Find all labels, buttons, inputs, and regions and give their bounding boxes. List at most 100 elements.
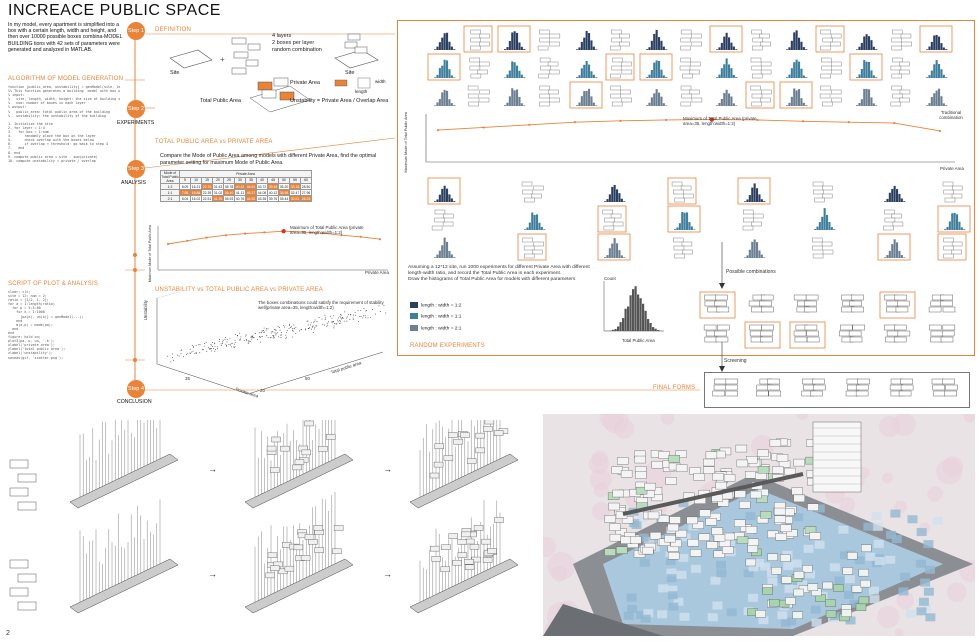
scatter-point <box>274 332 276 334</box>
scatter-point <box>222 342 224 344</box>
box-unit <box>804 300 817 307</box>
histogram-bar <box>798 89 801 106</box>
data-point <box>619 119 622 122</box>
histogram-bar <box>926 105 929 106</box>
box-unit <box>810 390 823 397</box>
scatter-point <box>247 340 249 342</box>
scatter-point <box>332 321 334 322</box>
base-slab <box>244 558 354 614</box>
width-label: width <box>375 79 386 84</box>
building-box <box>715 481 727 490</box>
histogram-bar <box>448 41 451 50</box>
histogram-bar <box>753 183 756 202</box>
box-unit <box>944 197 956 203</box>
scatter-tick-a: 35 <box>185 376 190 381</box>
building-box <box>757 449 769 457</box>
building-box <box>755 472 767 480</box>
building-box <box>781 576 792 584</box>
box-unit <box>610 85 621 91</box>
box-unit <box>470 29 482 35</box>
scatter-point <box>339 320 341 321</box>
building-box <box>651 460 663 469</box>
building-box <box>739 501 751 509</box>
histogram-bar <box>448 99 451 106</box>
plaza-tile <box>678 553 689 562</box>
histogram-bar <box>746 255 749 258</box>
histogram-bar <box>613 238 616 258</box>
scatter-point <box>329 315 331 317</box>
scatter-point <box>194 353 196 354</box>
histogram-bar <box>956 214 959 230</box>
scatter-point <box>364 315 366 317</box>
plaza-tile <box>679 612 690 621</box>
box-unit <box>682 249 693 255</box>
blossom-tree <box>543 536 557 557</box>
box-unit <box>821 57 832 63</box>
building-box <box>807 503 819 511</box>
box-unit <box>619 41 630 47</box>
box-unit <box>537 45 549 51</box>
scatter-point <box>177 354 179 356</box>
scatter-point <box>277 332 278 334</box>
histogram-bar <box>933 35 936 50</box>
histogram-bar <box>611 186 614 202</box>
box-unit <box>467 93 479 99</box>
histogram-bar <box>730 68 733 78</box>
box-unit <box>464 559 474 565</box>
massing-model <box>244 420 354 509</box>
box-unit <box>619 33 630 39</box>
scatter-point <box>263 327 265 329</box>
histogram-bar <box>436 254 439 258</box>
combination-frame <box>744 321 781 349</box>
box-unit <box>680 185 692 191</box>
histogram-bar <box>434 201 437 202</box>
histogram-bar <box>441 245 444 258</box>
box-unit <box>812 237 823 243</box>
histogram-bar <box>753 239 756 258</box>
histogram-bar <box>758 194 761 202</box>
histogram-bar <box>723 93 726 106</box>
plaza-tile <box>748 563 759 572</box>
histogram-bar <box>856 105 859 106</box>
histogram-bar <box>951 213 954 230</box>
step-2-label: EXPERIMENTS <box>117 120 155 126</box>
scatter-point <box>204 345 206 347</box>
histogram-bar <box>588 88 591 106</box>
box-unit <box>943 237 954 243</box>
scatter-point <box>261 330 263 332</box>
scatter-point <box>306 320 308 322</box>
histogram-bar <box>637 294 640 331</box>
compare-text: Compare the Mode of Public Area among mo… <box>160 153 377 166</box>
scatter-point <box>307 327 309 329</box>
histogram-bar <box>688 222 691 230</box>
box-unit <box>266 445 277 452</box>
histogram-bar <box>678 223 681 230</box>
box-unit <box>469 65 481 71</box>
histogram-bar <box>690 226 693 230</box>
box-unit <box>943 245 954 251</box>
histogram-bar <box>644 310 647 331</box>
combination-frame <box>605 53 635 81</box>
building-box <box>712 472 724 481</box>
box-unit <box>831 97 842 103</box>
box-unit <box>270 467 280 473</box>
histogram-bar <box>903 201 906 202</box>
histogram-bar <box>524 229 527 230</box>
plaza-tile <box>667 591 678 600</box>
box-unit <box>761 324 774 331</box>
scatter-point <box>343 320 345 322</box>
histogram-bar <box>940 43 943 50</box>
histogram-bar <box>681 212 684 230</box>
box-unit <box>725 378 739 385</box>
building-box <box>780 554 791 562</box>
scatter-point <box>199 352 201 354</box>
histogram-bar <box>518 96 521 106</box>
histogram-bar <box>763 257 766 258</box>
box-unit <box>604 217 615 223</box>
plaza-tile <box>829 563 840 572</box>
data-point <box>205 236 208 239</box>
plaza-tile <box>863 522 874 531</box>
scatter-point <box>295 326 297 328</box>
box-unit <box>748 300 762 307</box>
plaza-tile <box>872 522 883 531</box>
